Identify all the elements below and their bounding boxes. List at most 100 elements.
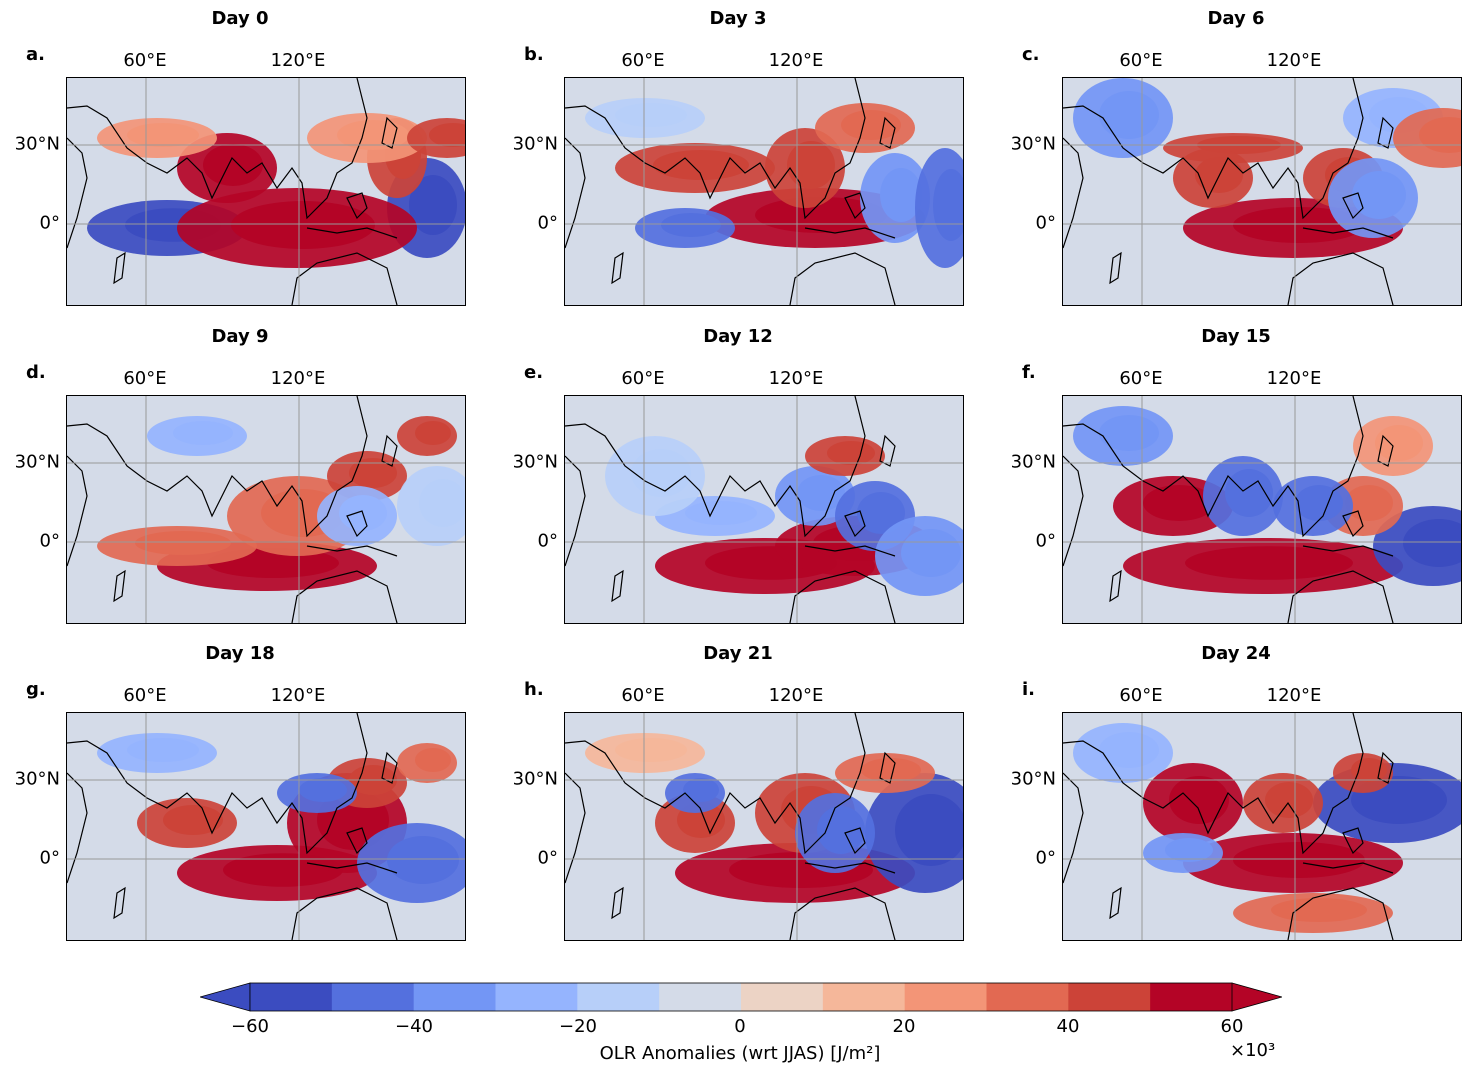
anomaly-contour-core	[1169, 776, 1229, 824]
anomaly-contour-core	[933, 169, 963, 241]
coastline	[565, 713, 896, 940]
panel-letter: c.	[1022, 44, 1040, 65]
colorbar-multiplier: ×10³	[1230, 1040, 1276, 1061]
anomaly-contour-core	[1419, 117, 1461, 153]
panel-title: Day 18	[205, 643, 275, 664]
latitude-label: 0°	[39, 212, 60, 234]
coastline	[565, 396, 896, 623]
anomaly-contour-core	[895, 794, 963, 866]
coastline-madagascar	[113, 886, 126, 920]
latitude-label: 0°	[39, 847, 60, 869]
anomaly-contour-core	[419, 479, 465, 527]
coastline-madagascar	[1109, 251, 1122, 285]
coastline-madagascar	[113, 251, 126, 285]
anomaly-contour-core	[415, 748, 451, 772]
anomaly-contour-core	[1352, 171, 1406, 219]
panel-title: Day 12	[703, 326, 773, 347]
anomaly-contour-core	[1295, 485, 1343, 521]
coastline	[67, 396, 398, 623]
coastline-madagascar	[1109, 886, 1122, 920]
longitude-label: 120°E	[270, 685, 326, 706]
anomaly-contour-core	[1233, 842, 1365, 878]
longitude-label: 120°E	[1266, 685, 1322, 706]
longitude-label: 60°E	[123, 50, 167, 71]
anomaly-contour-core	[231, 201, 375, 249]
panel-title: Day 9	[211, 326, 269, 347]
map-frame	[564, 395, 964, 624]
panel-letter: i.	[1022, 679, 1036, 700]
anomaly-contour-core	[387, 836, 459, 884]
anomaly-contour-core	[1271, 898, 1367, 922]
panel-letter: d.	[26, 362, 46, 383]
anomaly-contour-core	[1143, 485, 1215, 521]
anomaly-contour-core	[615, 738, 687, 762]
colorbar-swatch	[986, 983, 1069, 1011]
map-frame	[66, 77, 466, 306]
panel-title: Day 0	[211, 8, 269, 29]
panel-title: Day 21	[703, 643, 773, 664]
anomaly-contour-core	[127, 123, 199, 147]
longitude-label: 60°E	[621, 685, 665, 706]
latitude-label: 30°N	[1010, 451, 1056, 473]
latitude-label: 30°N	[1010, 133, 1056, 155]
longitude-label: 60°E	[123, 368, 167, 389]
longitude-label: 60°E	[1119, 685, 1163, 706]
anomaly-contour-core	[415, 421, 451, 445]
colorbar-border	[249, 982, 1233, 1012]
anomaly-contour-core	[203, 144, 263, 186]
coastline-madagascar	[611, 251, 624, 285]
colorbar-swatch	[250, 983, 333, 1011]
map-panel: Day 12 e. 60°E 120°E 30°N 0°	[508, 318, 978, 628]
map-panel: Day 18 g. 60°E 120°E 30°N 0°	[10, 635, 480, 945]
longitude-label: 60°E	[621, 368, 665, 389]
longitude-label: 60°E	[1119, 368, 1163, 389]
coastline-madagascar	[611, 569, 624, 603]
anomaly-contour-core	[841, 110, 901, 140]
latitude-label: 30°N	[14, 133, 60, 155]
latitude-label: 30°N	[512, 768, 558, 790]
colorbar-swatch	[495, 983, 578, 1011]
latitude-label: 0°	[537, 530, 558, 552]
anomaly-contour-core	[1265, 782, 1313, 818]
anomaly-contour-core	[1185, 546, 1353, 580]
colorbar-tick-label: −40	[395, 1016, 433, 1037]
map-frame	[1062, 77, 1462, 306]
map-panel: Day 0 a. 60°E 120°E 30°N 0°	[10, 0, 480, 310]
anomaly-contour-core	[349, 458, 397, 488]
latitude-label: 0°	[537, 847, 558, 869]
panel-title: Day 15	[1201, 326, 1271, 347]
colorbar-swatch	[1068, 983, 1151, 1011]
coastline	[67, 713, 398, 940]
colorbar-swatch	[331, 983, 415, 1011]
latitude-label: 30°N	[14, 768, 60, 790]
colorbar-swatch	[741, 983, 824, 1011]
anomaly-contour-core	[1165, 838, 1213, 862]
longitude-label: 120°E	[270, 50, 326, 71]
panel-letter: e.	[524, 362, 544, 383]
latitude-label: 0°	[39, 530, 60, 552]
anomaly-contour-core	[615, 103, 687, 127]
panel-letter: g.	[26, 679, 46, 700]
coastline	[1063, 78, 1394, 305]
map-frame	[66, 712, 466, 941]
anomaly-contour-core	[1345, 485, 1393, 521]
panel-title: Day 24	[1201, 643, 1271, 664]
longitude-label: 60°E	[1119, 50, 1163, 71]
anomaly-contour-core	[1233, 207, 1365, 243]
anomaly-contour-core	[409, 175, 457, 235]
latitude-label: 30°N	[512, 451, 558, 473]
anomaly-contour-core	[135, 531, 231, 555]
coastline	[565, 78, 896, 305]
anomaly-contour-core	[299, 778, 347, 802]
colorbar-swatch	[413, 983, 496, 1011]
map-panel: Day 21 h. 60°E 120°E 30°N 0°	[508, 635, 978, 945]
anomaly-contour-core	[653, 150, 749, 180]
latitude-label: 30°N	[14, 451, 60, 473]
coastline	[1063, 713, 1394, 940]
map-panel: Day 24 i. 60°E 120°E 30°N 0°	[1006, 635, 1470, 945]
map-frame	[564, 712, 964, 941]
anomaly-contour-core	[661, 213, 721, 237]
colorbar-swatch	[822, 983, 906, 1011]
anomaly-contour-core	[1403, 519, 1461, 567]
coastline-madagascar	[113, 569, 126, 603]
